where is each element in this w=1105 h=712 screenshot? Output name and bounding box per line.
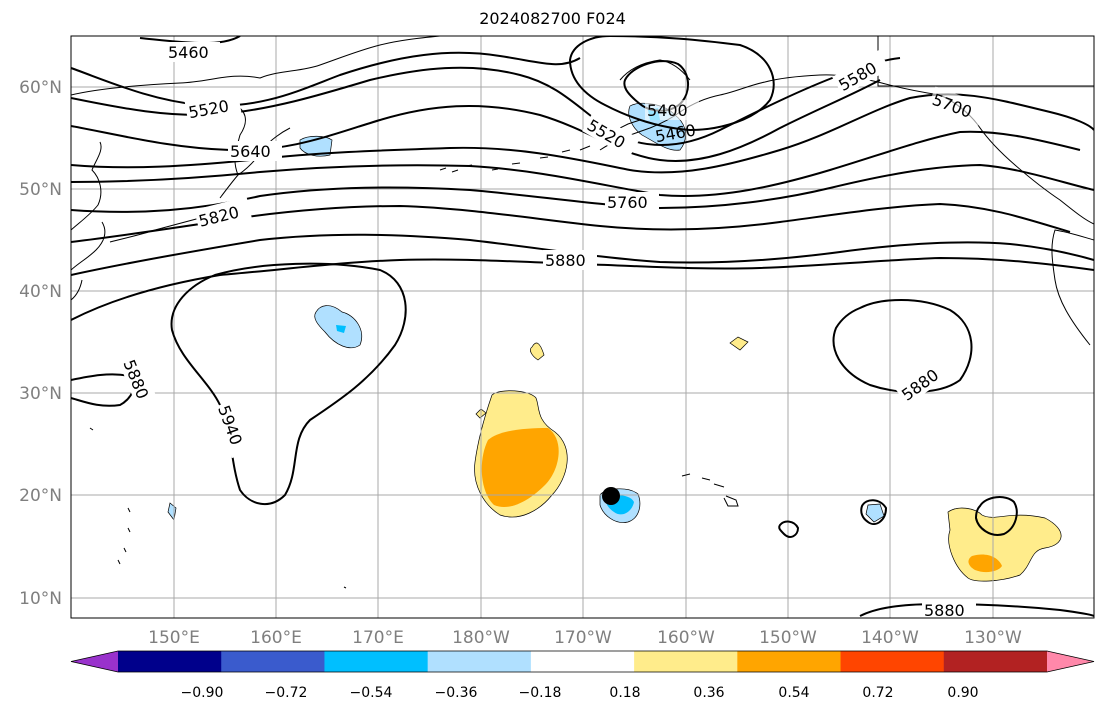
lat-label: 60°N	[19, 78, 62, 98]
figure-title: 2024082700 F024	[479, 9, 626, 28]
colorbar-tick-label: 0.36	[693, 685, 724, 701]
lat-label: 40°N	[19, 282, 62, 302]
colorbar-segment	[530, 651, 635, 672]
contour-label: 5400	[647, 101, 688, 120]
colorbar-tick-label: 0.90	[947, 685, 978, 701]
colorbar-tick-label: 0.72	[862, 685, 893, 701]
lon-label: 170°E	[352, 628, 404, 648]
colorbar-ticks: −0.90 −0.72 −0.54 −0.36 −0.18 0.18 0.36 …	[181, 685, 979, 701]
colorbar-segment	[840, 651, 945, 672]
contour-label: 5640	[230, 142, 271, 161]
lat-label: 30°N	[19, 384, 62, 404]
lon-label: 170°W	[554, 628, 612, 648]
lon-label: 180°W	[452, 628, 510, 648]
colorbar-segment	[324, 651, 429, 672]
anomaly-shading	[167, 102, 1062, 582]
coastlines	[71, 36, 1094, 589]
colorbar-tick-label: −0.90	[181, 685, 224, 701]
colorbar-segment	[221, 651, 325, 672]
colorbar-segments	[70, 650, 1095, 673]
lon-label: 150°E	[148, 628, 200, 648]
colorbar-segment	[737, 651, 842, 672]
colorbar-tick-label: −0.18	[519, 685, 562, 701]
lon-label: 140°W	[861, 628, 919, 648]
lon-label: 160°W	[657, 628, 715, 648]
contour-label: 5880	[545, 251, 586, 270]
colorbar-extend-high	[1047, 651, 1094, 672]
lon-label: 150°W	[759, 628, 817, 648]
colorbar-tick-label: −0.36	[435, 685, 478, 701]
longitude-labels: 150°E 160°E 170°E 180°W 170°W 160°W 150°…	[148, 628, 1022, 648]
lon-label: 130°W	[964, 628, 1022, 648]
map-frame	[70, 35, 1095, 619]
contour-label: 5880	[924, 601, 965, 620]
colorbar: −0.90 −0.72 −0.54 −0.36 −0.18 0.18 0.36 …	[70, 650, 1095, 701]
gridlines	[71, 36, 1094, 618]
colorbar-segment	[634, 651, 738, 672]
lat-label: 10°N	[19, 589, 62, 609]
lat-label: 20°N	[19, 486, 62, 506]
colorbar-extend-low	[71, 651, 118, 672]
colorbar-tick-label: 0.54	[778, 685, 809, 701]
colorbar-tick-label: −0.72	[265, 685, 308, 701]
colorbar-tick-label: 0.18	[609, 685, 640, 701]
colorbar-segment	[427, 651, 532, 672]
contour-label: 5460	[168, 43, 209, 62]
colorbar-segment	[943, 651, 1048, 672]
colorbar-segment	[118, 651, 222, 672]
lon-label: 160°E	[250, 628, 302, 648]
contour-label: 5760	[607, 193, 648, 212]
latitude-labels: 60°N 50°N 40°N 30°N 20°N 10°N	[19, 78, 62, 609]
colorbar-tick-label: −0.54	[350, 685, 393, 701]
lat-label: 50°N	[19, 180, 62, 200]
storm-center-marker	[602, 487, 620, 505]
colorbar-outline	[70, 650, 1095, 673]
